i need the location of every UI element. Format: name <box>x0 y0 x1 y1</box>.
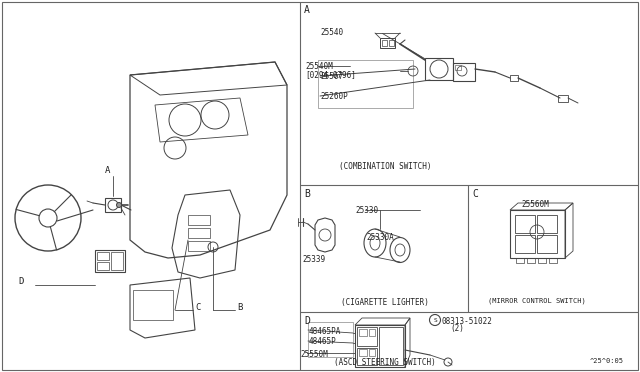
Bar <box>188 241 210 251</box>
Bar <box>97 252 109 260</box>
Text: C: C <box>195 302 200 311</box>
Text: (CIGARETTE LIGHTER): (CIGARETTE LIGHTER) <box>341 298 429 307</box>
Bar <box>188 215 210 225</box>
Text: 25260P: 25260P <box>320 92 348 101</box>
Bar <box>515 235 535 253</box>
Bar <box>425 58 453 80</box>
Bar <box>527 258 535 263</box>
Text: 25339: 25339 <box>303 255 326 264</box>
Bar <box>308 322 353 357</box>
Bar <box>318 60 413 108</box>
Text: [0294-0796]: [0294-0796] <box>305 70 356 79</box>
Bar <box>369 329 375 336</box>
Bar <box>515 215 535 233</box>
Text: 48465P: 48465P <box>309 337 337 346</box>
Text: C: C <box>472 189 478 199</box>
Bar <box>105 198 121 212</box>
Bar <box>359 349 367 356</box>
Bar <box>369 349 375 356</box>
Text: B: B <box>304 189 310 199</box>
Bar <box>516 258 524 263</box>
Bar <box>359 329 367 336</box>
Bar <box>549 258 557 263</box>
Text: B: B <box>237 302 243 311</box>
Bar <box>111 252 123 270</box>
Text: 08313-51022: 08313-51022 <box>442 317 493 326</box>
Text: ^25^0:05: ^25^0:05 <box>590 358 624 364</box>
Bar <box>510 210 565 258</box>
Bar <box>453 63 475 81</box>
Text: 25540: 25540 <box>320 28 343 37</box>
Bar <box>538 258 546 263</box>
Text: 25330: 25330 <box>355 206 379 215</box>
Text: (COMBINATION SWITCH): (COMBINATION SWITCH) <box>339 162 431 171</box>
Bar <box>188 228 210 238</box>
Bar <box>537 235 557 253</box>
Text: D: D <box>304 316 310 326</box>
Text: 25567: 25567 <box>320 72 343 81</box>
Bar <box>133 290 173 320</box>
Bar <box>382 40 387 46</box>
Bar <box>379 327 403 365</box>
Text: D: D <box>18 278 24 286</box>
Bar <box>357 327 377 346</box>
Text: A: A <box>304 5 310 15</box>
Circle shape <box>116 202 122 208</box>
Text: (MIRROR CONTROL SWITCH): (MIRROR CONTROL SWITCH) <box>488 298 586 305</box>
Text: (2): (2) <box>450 324 464 333</box>
Text: A: A <box>106 166 111 175</box>
Text: (ASCD STEERING SWITCH): (ASCD STEERING SWITCH) <box>334 358 436 367</box>
Bar <box>389 40 394 46</box>
Bar <box>537 215 557 233</box>
Bar <box>97 262 109 270</box>
Bar <box>355 325 405 367</box>
Bar <box>95 250 125 272</box>
Text: 25550M: 25550M <box>300 350 328 359</box>
Text: 48465PA: 48465PA <box>309 327 341 336</box>
Text: 25330A: 25330A <box>366 234 394 243</box>
Bar <box>510 75 518 81</box>
Bar <box>558 95 568 102</box>
Bar <box>357 348 377 365</box>
Bar <box>455 65 461 70</box>
Text: 25540M: 25540M <box>305 62 333 71</box>
Text: S: S <box>433 317 437 323</box>
Text: 25560M: 25560M <box>521 200 549 209</box>
